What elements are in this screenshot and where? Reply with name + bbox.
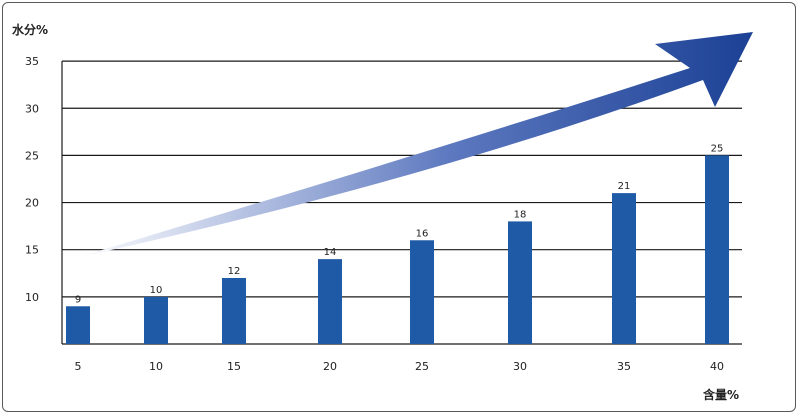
x-axis-title: 含量% (703, 387, 739, 402)
x-tick-label: 25 (415, 360, 429, 373)
x-tick-label: 5 (75, 360, 82, 373)
data-label: 12 (228, 266, 241, 277)
y-tick-label: 20 (25, 197, 39, 210)
x-tick-label: 20 (323, 360, 337, 373)
y-tick-label: 15 (25, 244, 39, 257)
x-tick-label: 40 (710, 360, 724, 373)
y-tick-label: 35 (25, 55, 39, 68)
bar (705, 155, 729, 344)
data-label: 10 (150, 285, 163, 296)
bar (66, 306, 90, 344)
x-axis-ticks: 5 10 15 20 25 30 35 40 (75, 360, 725, 373)
bar (144, 296, 168, 344)
x-tick-label: 15 (227, 360, 241, 373)
bar (410, 240, 434, 344)
x-tick-label: 35 (617, 360, 631, 373)
y-axis-title: 水分% (12, 22, 48, 37)
y-axis-ticks: 10 15 20 25 30 35 (25, 55, 39, 304)
data-label: 25 (711, 143, 724, 154)
y-tick-label: 30 (25, 102, 39, 115)
bar (222, 277, 246, 344)
data-label: 21 (618, 181, 631, 192)
data-label: 16 (416, 228, 429, 239)
data-label: 14 (324, 247, 337, 258)
y-tick-label: 10 (25, 291, 39, 304)
data-label: 18 (514, 209, 527, 220)
y-tick-label: 25 (25, 149, 39, 162)
trend-arrow (75, 32, 753, 258)
data-labels: 9 10 12 14 16 18 21 25 (75, 143, 724, 305)
bar (318, 259, 342, 344)
x-tick-label: 30 (513, 360, 527, 373)
bars (66, 155, 729, 344)
data-label: 9 (75, 294, 81, 305)
bar (508, 221, 532, 344)
x-tick-label: 10 (149, 360, 163, 373)
bar (612, 193, 636, 344)
